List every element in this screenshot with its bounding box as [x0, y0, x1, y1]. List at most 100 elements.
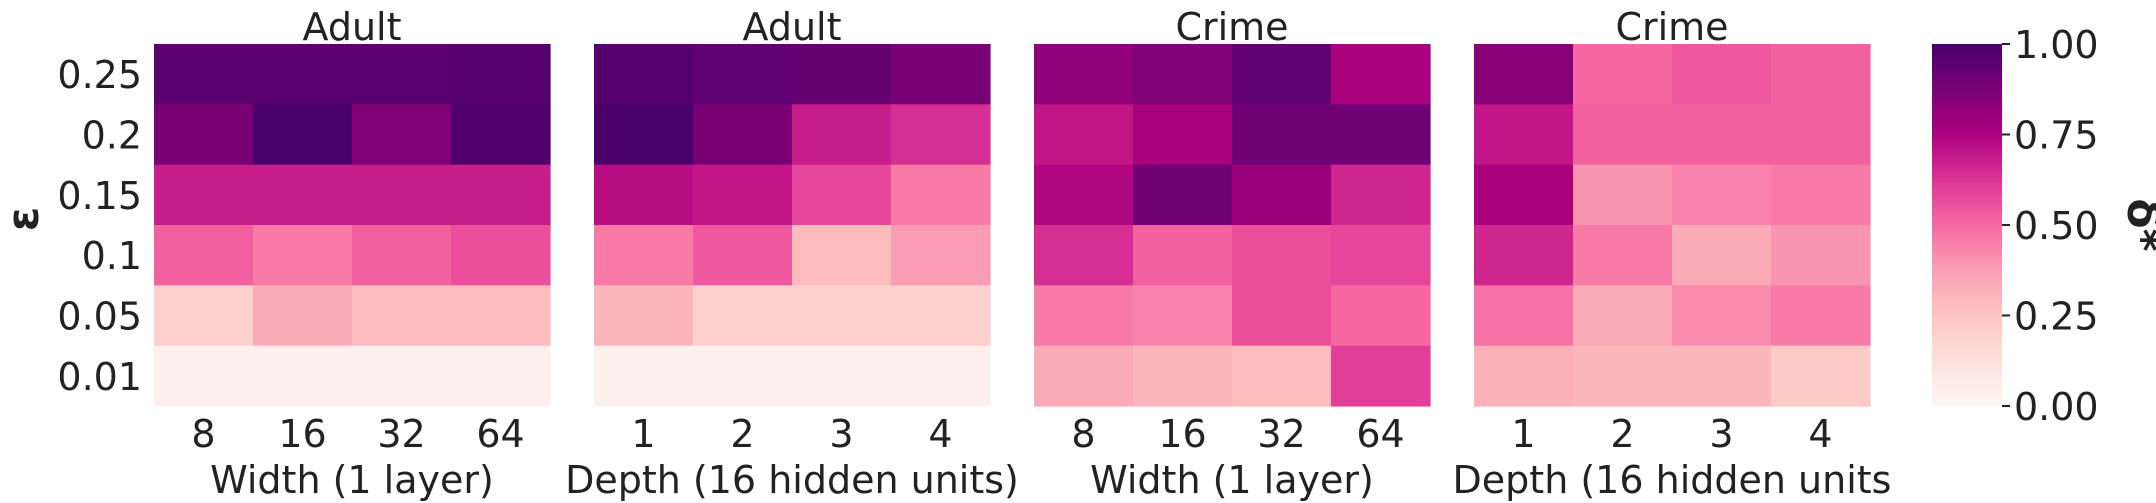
heatmap-cell [154, 104, 254, 166]
heatmap-cell [1771, 164, 1871, 226]
heatmap-cell [594, 104, 694, 166]
colorbar-tick-label: 1.00 [2014, 23, 2099, 67]
heatmap-cell [1573, 345, 1673, 407]
x-axis-label: Width (1 layer) [210, 458, 494, 502]
panel-title: Crime [1175, 5, 1288, 49]
heatmap-cell [1474, 285, 1574, 347]
panel-title: Adult [743, 5, 842, 49]
heatmap-cell [891, 224, 991, 286]
x-axis-label: Depth (16 hidden units [1453, 458, 1892, 502]
heatmap-cell [352, 164, 452, 226]
heatmap-cell [451, 164, 551, 226]
heatmap-cell [891, 345, 991, 407]
heatmap-cell [1034, 345, 1134, 407]
heatmap-cell [253, 345, 353, 407]
heatmap-cell [1573, 224, 1673, 286]
heatmap-cell [693, 44, 793, 105]
heatmap-cell [1133, 224, 1233, 286]
heatmap-cell [352, 345, 452, 407]
x-tick-label: 1 [1511, 412, 1535, 456]
heatmap-cell [594, 285, 694, 347]
heatmap-cell [891, 285, 991, 347]
heatmap-cell [1232, 104, 1332, 166]
heatmap-cell [1672, 104, 1772, 166]
heatmap-cell [1573, 164, 1673, 226]
heatmap-cell [1034, 285, 1134, 347]
heatmap-cell [1034, 224, 1134, 286]
colorbar-label: δ* [2117, 198, 2156, 251]
heatmap-cell [1133, 285, 1233, 347]
x-tick-label: 3 [1709, 412, 1733, 456]
panel-title: Adult [303, 5, 402, 49]
panel-title: Crime [1615, 5, 1728, 49]
x-tick-label: 16 [278, 412, 326, 456]
heatmap-cell [792, 345, 892, 407]
heatmap-cell [1331, 285, 1431, 347]
heatmap-cell [352, 224, 452, 286]
heatmap-cell [154, 44, 254, 105]
y-tick-label: 0.25 [57, 53, 142, 97]
heatmap-cell [891, 44, 991, 105]
heatmap-cell [693, 285, 793, 347]
heatmap-cell [1133, 104, 1233, 166]
x-tick-label: 8 [1071, 412, 1095, 456]
heatmap-cell [594, 164, 694, 226]
heatmap-cell [154, 164, 254, 226]
heatmap-cell [594, 44, 694, 105]
heatmap-cell [1232, 44, 1332, 105]
x-tick-label: 2 [730, 412, 754, 456]
heatmap-cell [1232, 224, 1332, 286]
heatmap-cell [1034, 44, 1134, 105]
heatmap-cell [451, 285, 551, 347]
colorbar-tick-label: 0.75 [2014, 114, 2099, 158]
colorbar-ticks: 0.00 0.25 0.50 0.75 1.00 [2002, 23, 2099, 429]
heatmap-cell [1474, 44, 1574, 105]
heatmap-cell [451, 224, 551, 286]
heatmap-cell [1771, 104, 1871, 166]
heatmap-cell [693, 224, 793, 286]
heatmap-cell [594, 224, 694, 286]
heatmap-cell [1771, 44, 1871, 105]
heatmap-cell [1331, 345, 1431, 407]
heatmap-cell [792, 164, 892, 226]
heatmap-cell [693, 104, 793, 166]
heatmap-cell [891, 164, 991, 226]
heatmap-cell [1672, 44, 1772, 105]
heatmap-cell [1573, 44, 1673, 105]
heatmap-cell [154, 224, 254, 286]
heatmap-panel-adult-depth: Adult 1 2 3 4 Depth (16 hidden units) [565, 5, 1019, 502]
heatmap-panel-crime-width: Crime 8 16 32 64 Width (1 layer) [1034, 5, 1431, 502]
heatmap-cell [1573, 285, 1673, 347]
heatmap-cell [594, 345, 694, 407]
x-tick-label: 4 [928, 412, 952, 456]
heatmap-cell [253, 285, 353, 347]
heatmap-cell [352, 44, 452, 105]
x-tick-label: 4 [1808, 412, 1832, 456]
heatmap-cell [1034, 104, 1134, 166]
x-axis-label: Depth (16 hidden units) [565, 458, 1019, 502]
heatmap-cell [792, 285, 892, 347]
heatmap-cell [1232, 285, 1332, 347]
x-tick-label: 32 [1257, 412, 1305, 456]
x-tick-label: 32 [377, 412, 425, 456]
y-tick-label: 0.05 [57, 295, 142, 339]
heatmap-cell [1331, 164, 1431, 226]
heatmap-cell [1474, 224, 1574, 286]
heatmap-cell [1474, 164, 1574, 226]
x-tick-label: 3 [829, 412, 853, 456]
x-axis-label: Width (1 layer) [1090, 458, 1374, 502]
heatmap-cell [1771, 224, 1871, 286]
colorbar [1932, 44, 2002, 406]
x-tick-label: 16 [1158, 412, 1206, 456]
heatmap-cell [1232, 345, 1332, 407]
heatmap-cell [1331, 44, 1431, 105]
colorbar-tick-label: 0.00 [2014, 385, 2099, 429]
y-tick-label: 0.1 [82, 234, 142, 278]
heatmap-cell [1672, 164, 1772, 226]
heatmap-cell [154, 285, 254, 347]
heatmap-cell [693, 164, 793, 226]
colorbar-tick-label: 0.25 [2014, 295, 2099, 339]
heatmap-cell [792, 44, 892, 105]
heatmap-cell [1331, 224, 1431, 286]
